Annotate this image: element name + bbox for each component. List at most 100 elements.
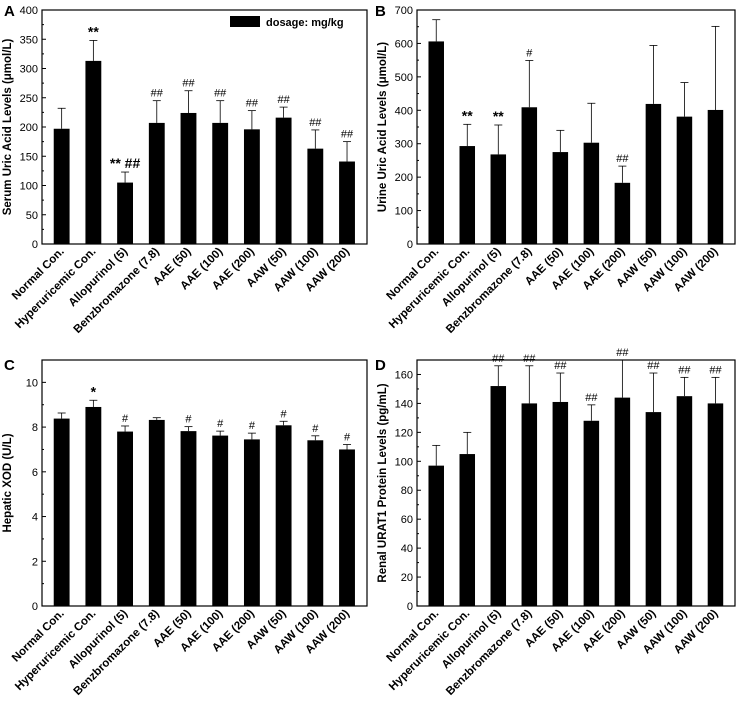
panel-a-bar — [275, 117, 292, 244]
panel-d-ytick-label: 80 — [401, 485, 413, 497]
panel-b-ytick-label: 100 — [395, 206, 413, 218]
panel-d-significance-mark: ## — [585, 392, 598, 404]
panel-d-bar — [583, 420, 600, 606]
panel-c-letter: C — [4, 357, 15, 374]
panel-a-significance-mark: ## — [309, 117, 322, 129]
panel-b-ytick-label: 600 — [395, 38, 413, 50]
panel-d-ytick-label: 160 — [395, 369, 413, 381]
panel-a-ytick-label: 400 — [20, 5, 38, 17]
panel-b-bar — [645, 103, 662, 244]
panel-b-bar — [459, 146, 476, 244]
panel-b-bar — [490, 154, 507, 244]
panel-d-bar — [552, 401, 569, 606]
panel-a-ytick-label: 350 — [20, 34, 38, 46]
panel-c-bar — [117, 431, 133, 606]
panel-c-ytick-label: 10 — [26, 377, 38, 389]
panel-d-bar — [490, 386, 507, 606]
panel-a-bar — [53, 128, 70, 244]
panel-b-bar — [676, 116, 693, 244]
panel-d-plot-frame — [416, 359, 736, 607]
panel-b-ytick-label: 0 — [407, 239, 413, 251]
panel-d-ytick-label: 140 — [395, 398, 413, 410]
panel-a-significance-mark: ## — [277, 94, 290, 106]
panel-a-significance-mark: ** ## — [110, 155, 141, 171]
panel-a-ytick-label: 200 — [20, 122, 38, 134]
panel-a-significance-mark: ## — [246, 98, 259, 110]
panel-c-significance-mark: # — [312, 423, 319, 435]
panel-a-bar — [243, 129, 260, 244]
panel-a-significance-mark: ## — [214, 88, 227, 100]
panel-c-bar — [180, 431, 197, 606]
panel-b-ytick-label: 300 — [395, 139, 413, 151]
panel-d-bar — [521, 403, 538, 606]
panel-b: B 0 100 200 300 400 500 600 700 Urine Uric Acid L… — [375, 3, 736, 336]
panel-b-bar — [552, 152, 569, 244]
panel-c-significance-mark: # — [344, 432, 351, 444]
panel-a-significance-mark: ## — [182, 78, 195, 90]
panel-a-ytick-label: 100 — [20, 181, 38, 193]
panel-b-ytick-label: 500 — [395, 72, 413, 84]
panel-b-ytick-label: 400 — [395, 105, 413, 117]
panel-c-significance-mark: * — [91, 383, 97, 399]
panel-c-significance-mark: # — [281, 408, 288, 420]
panel-b-bar — [707, 109, 724, 244]
panel-d-ytick-label: 20 — [401, 572, 413, 584]
panel-d-ylabel: Renal URAT1 Protein Levels (pg/mL) — [377, 383, 389, 582]
panel-d-bar — [707, 403, 724, 606]
panel-a-ylabel: Serum Uric Acid Levels (μmol/L) — [2, 39, 14, 216]
panel-a-significance-mark: ## — [341, 129, 354, 141]
panel-a-bar — [307, 148, 324, 244]
panel-b-bar — [428, 41, 444, 245]
panel-a-ytick-label: 50 — [26, 210, 38, 222]
panel-b-bar — [583, 142, 600, 244]
panel-a-bar — [212, 122, 229, 244]
panel-d-bar — [676, 396, 693, 606]
panel-a-significance-mark: ** — [88, 23, 99, 39]
panel-c-ytick-label: 6 — [32, 467, 38, 479]
panel-d-significance-mark: ## — [616, 347, 629, 359]
panel-d-bar — [614, 397, 631, 606]
panel-c-significance-mark: # — [249, 420, 256, 432]
panel-b-significance-mark: ** — [493, 108, 504, 124]
panel-c-ytick-label: 0 — [32, 601, 38, 613]
panel-d-significance-mark: ## — [709, 364, 722, 376]
panel-c-bar — [53, 418, 70, 606]
panel-c-bar — [212, 435, 229, 606]
panel-a-bar — [180, 112, 197, 245]
panel-c-bar — [148, 419, 165, 606]
panel-c-ytick-label: 8 — [32, 422, 38, 434]
panel-c-significance-mark: # — [122, 413, 129, 425]
panel-b-significance-mark: ## — [616, 153, 629, 165]
panel-a-ytick-label: 300 — [20, 64, 38, 76]
panel-d-ytick-label: 120 — [395, 427, 413, 439]
panel-a-bar — [148, 122, 165, 244]
panel-d-bar — [459, 454, 476, 606]
panel-d-significance-mark: ## — [523, 353, 536, 365]
panel-b-category-label: Normal Con. — [385, 246, 442, 303]
panel-d-significance-mark: ## — [554, 360, 567, 372]
panel-b-letter: B — [375, 3, 386, 20]
panel-a-legend-text: dosage: mg/kg — [266, 17, 344, 29]
panel-d-significance-mark: ## — [678, 364, 691, 376]
panel-d-significance-mark: ## — [647, 360, 660, 372]
panel-d-letter: D — [375, 357, 386, 374]
panel-c-bar — [307, 440, 324, 606]
panel-a-ytick-label: 250 — [20, 93, 38, 105]
panel-a-ytick-label: 150 — [20, 151, 38, 163]
panel-b-ytick-label: 200 — [395, 172, 413, 184]
panel-d: D 0 20 40 60 80 100 120 140 160 Renal URAT1 Protei… — [375, 347, 736, 698]
panel-c-ytick-label: 4 — [32, 512, 38, 524]
panel-c-significance-mark: # — [217, 418, 224, 430]
panel-d-ytick-label: 100 — [395, 456, 413, 468]
panel-b-ylabel: Urine Uric Acid Levels (μmol/L) — [377, 42, 389, 212]
panel-a-legend-swatch — [230, 16, 260, 27]
panel-d-ytick-label: 40 — [401, 543, 413, 555]
panel-a-bar — [117, 182, 133, 244]
panel-c-significance-mark: # — [185, 414, 192, 426]
panel-b-ytick-label: 700 — [395, 5, 413, 17]
panel-c-ytick-label: 2 — [32, 556, 38, 568]
panel-a: A 0 50 100 150 200 250 300 350 400 Serum Uric Acid… — [2, 3, 368, 336]
